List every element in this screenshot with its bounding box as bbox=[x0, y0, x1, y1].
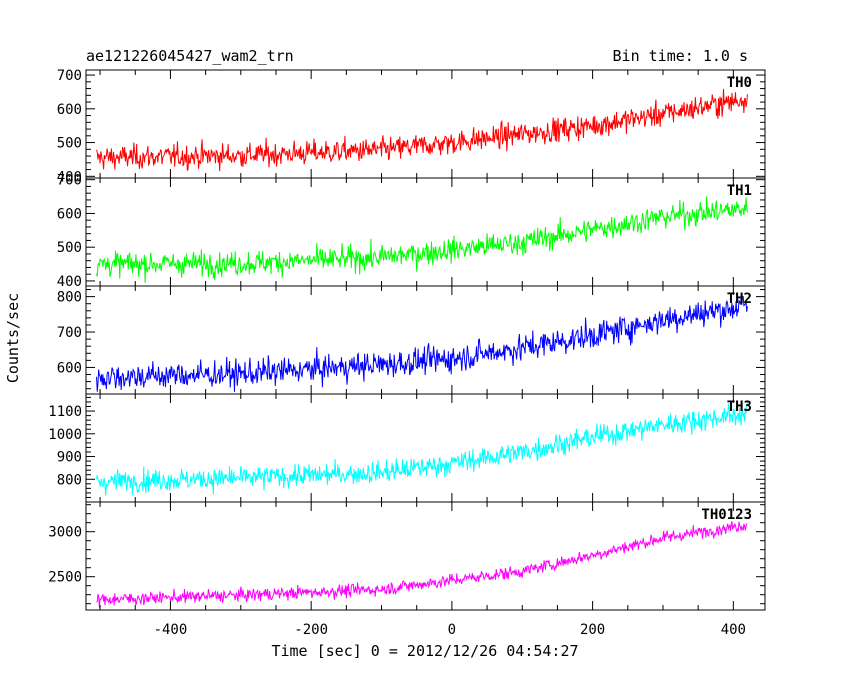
y-tick-label: 800 bbox=[57, 290, 82, 306]
y-tick-label: 1000 bbox=[48, 427, 82, 443]
panel-label: TH3 bbox=[727, 399, 752, 415]
y-tick-label: 500 bbox=[57, 240, 82, 256]
series-line-th2 bbox=[96, 295, 748, 392]
series-line-th0123 bbox=[96, 521, 748, 608]
bin-time-label: Bin time: 1.0 s bbox=[613, 47, 748, 65]
y-tick-label: 600 bbox=[57, 206, 82, 222]
panel-th0123: 2500 3000 TH0123 bbox=[48, 501, 766, 611]
y-axis-label: Counts/sec bbox=[4, 293, 22, 383]
y-tick-label: 400 bbox=[57, 169, 82, 185]
y-tick-label: 3000 bbox=[48, 525, 82, 541]
y-tick-label: 900 bbox=[57, 450, 82, 466]
y-tick-label: 2500 bbox=[48, 570, 82, 586]
x-tick-label: -400 bbox=[154, 622, 188, 638]
y-tick-label: 700 bbox=[57, 173, 82, 189]
y-tick-label: 500 bbox=[57, 136, 82, 152]
y-tick-label: 700 bbox=[57, 68, 82, 84]
x-tick-label: -200 bbox=[294, 622, 328, 638]
panel-frame bbox=[85, 69, 766, 179]
series-line-th1 bbox=[96, 196, 748, 283]
x-axis-label: Time [sec] 0 = 2012/12/26 04:54:27 bbox=[271, 642, 578, 660]
panel-frame bbox=[85, 501, 766, 611]
panel-frame bbox=[85, 177, 766, 287]
y-tick-label: 800 bbox=[57, 472, 82, 488]
panel-th2: 600 700 800 TH2 bbox=[57, 285, 766, 395]
chart-title: ae121226045427_wam2_trn bbox=[86, 47, 294, 65]
panel-th1: 400 500 600 700 TH1 bbox=[57, 173, 766, 290]
x-tick-label: 0 bbox=[448, 622, 456, 638]
y-tick-label: 600 bbox=[57, 360, 82, 376]
panel-th3: 800 900 1000 1100 TH3 bbox=[48, 393, 766, 503]
x-tick-label: 400 bbox=[721, 622, 746, 638]
y-tick-label: 700 bbox=[57, 325, 82, 341]
y-tick-label: 1100 bbox=[48, 404, 82, 420]
panel-label: TH2 bbox=[727, 291, 752, 307]
panel-label: TH0123 bbox=[701, 507, 752, 523]
y-tick-label: 400 bbox=[57, 274, 82, 290]
panel-th0: 400 500 600 700 TH0 bbox=[57, 68, 766, 185]
panels-group: 400 500 600 700 TH0 400 500 600 700 TH1 600 700 800 T… bbox=[48, 68, 766, 638]
series-line-th0 bbox=[96, 88, 748, 172]
x-tick-label: 200 bbox=[580, 622, 605, 638]
panel-label: TH1 bbox=[727, 183, 752, 199]
series-line-th3 bbox=[96, 400, 748, 496]
panel-label: TH0 bbox=[727, 75, 752, 91]
y-tick-label: 600 bbox=[57, 102, 82, 118]
